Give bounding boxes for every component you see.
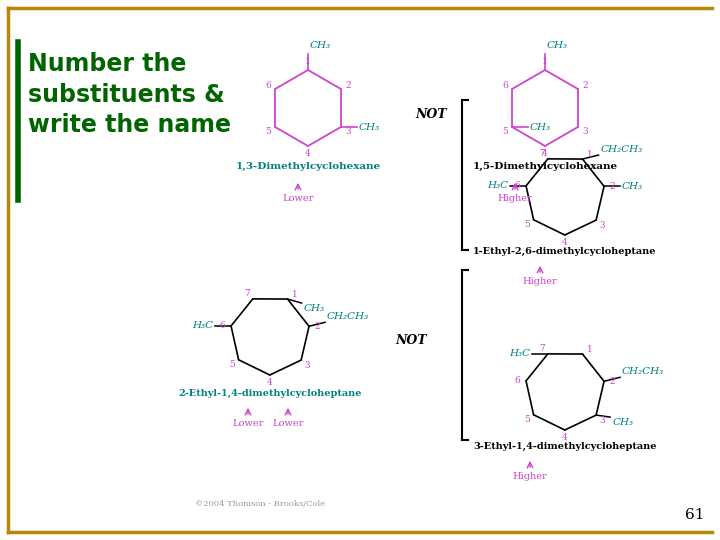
Text: 1: 1 xyxy=(305,57,311,66)
Text: 5: 5 xyxy=(502,126,508,136)
Text: ©2004 Thomson - Brooks/Cole: ©2004 Thomson - Brooks/Cole xyxy=(195,500,325,508)
Text: H₃C: H₃C xyxy=(192,321,213,330)
Text: 2: 2 xyxy=(582,80,588,90)
Text: Higher: Higher xyxy=(498,194,532,203)
Text: Lower: Lower xyxy=(233,419,264,428)
Text: 5: 5 xyxy=(525,220,531,230)
Text: CH₂CH₃: CH₂CH₃ xyxy=(622,367,665,376)
Text: 6: 6 xyxy=(514,376,520,386)
Text: CH₃: CH₃ xyxy=(310,41,331,50)
Text: 3: 3 xyxy=(599,221,605,230)
Text: 3: 3 xyxy=(305,361,310,369)
Text: 2: 2 xyxy=(609,377,615,386)
Text: 2: 2 xyxy=(314,322,320,331)
Text: 1: 1 xyxy=(587,150,593,159)
Text: CH₃: CH₃ xyxy=(304,304,325,313)
Text: Lower: Lower xyxy=(272,419,304,428)
Text: Higher: Higher xyxy=(513,472,547,481)
Text: H₃C: H₃C xyxy=(487,181,508,191)
Text: 7: 7 xyxy=(244,289,250,299)
Text: 4: 4 xyxy=(305,150,311,159)
Text: 1: 1 xyxy=(542,57,548,66)
Text: 7: 7 xyxy=(539,150,545,158)
Text: CH₂CH₃: CH₂CH₃ xyxy=(600,145,643,154)
Text: Number the
substituents &
write the name: Number the substituents & write the name xyxy=(28,52,231,137)
Text: H₃C: H₃C xyxy=(509,349,530,359)
Text: NOT: NOT xyxy=(415,109,446,122)
Text: Lower: Lower xyxy=(282,194,314,203)
Text: CH₃: CH₃ xyxy=(612,418,634,427)
Text: 4: 4 xyxy=(542,150,548,159)
Text: 1,3-Dimethylcyclohexane: 1,3-Dimethylcyclohexane xyxy=(235,162,381,171)
Text: 7: 7 xyxy=(539,345,545,353)
Text: 2: 2 xyxy=(345,80,351,90)
Text: 4: 4 xyxy=(267,379,273,388)
Text: 6: 6 xyxy=(219,321,225,330)
Text: 3: 3 xyxy=(582,126,588,136)
Text: 3: 3 xyxy=(599,416,605,424)
Text: 1: 1 xyxy=(292,289,297,299)
Text: 5: 5 xyxy=(525,415,531,424)
Text: 6: 6 xyxy=(503,80,508,90)
Text: 4: 4 xyxy=(562,239,567,247)
Text: CH₃: CH₃ xyxy=(359,123,380,132)
Text: 61: 61 xyxy=(685,508,705,522)
Text: Higher: Higher xyxy=(523,277,557,286)
Text: NOT: NOT xyxy=(395,334,426,347)
Text: 6: 6 xyxy=(265,80,271,90)
Text: CH₃: CH₃ xyxy=(530,123,552,132)
Text: 5: 5 xyxy=(230,360,235,369)
Text: 5: 5 xyxy=(265,126,271,136)
Text: 1-Ethyl-2,6-dimethylcycloheptane: 1-Ethyl-2,6-dimethylcycloheptane xyxy=(473,247,657,256)
Text: 1,5-Dimethylcyclohexane: 1,5-Dimethylcyclohexane xyxy=(472,162,618,171)
Text: CH₃: CH₃ xyxy=(547,41,568,50)
Text: CH₂CH₃: CH₂CH₃ xyxy=(327,312,369,321)
Text: CH₃: CH₃ xyxy=(622,182,643,191)
Text: 4: 4 xyxy=(562,434,567,442)
Text: 2: 2 xyxy=(609,182,615,191)
Text: 2-Ethyl-1,4-dimethylcycloheptane: 2-Ethyl-1,4-dimethylcycloheptane xyxy=(179,389,361,398)
Text: 6: 6 xyxy=(514,181,520,191)
Text: 3: 3 xyxy=(345,126,351,136)
Text: 3-Ethyl-1,4-dimethylcycloheptane: 3-Ethyl-1,4-dimethylcycloheptane xyxy=(473,442,657,451)
Text: 1: 1 xyxy=(587,345,593,354)
